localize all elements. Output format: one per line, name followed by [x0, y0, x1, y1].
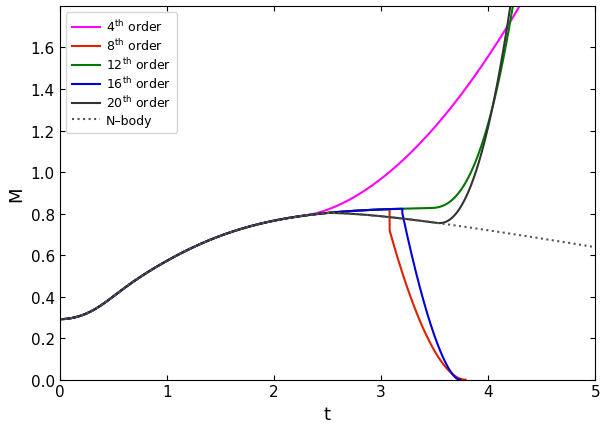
Legend: 4$^{\mathregular{th}}$ order, 8$^{\mathregular{th}}$ order, 12$^{\mathregular{th: 4$^{\mathregular{th}}$ order, 8$^{\mathr…: [66, 13, 177, 133]
X-axis label: t: t: [324, 405, 331, 423]
Y-axis label: M: M: [7, 186, 25, 201]
